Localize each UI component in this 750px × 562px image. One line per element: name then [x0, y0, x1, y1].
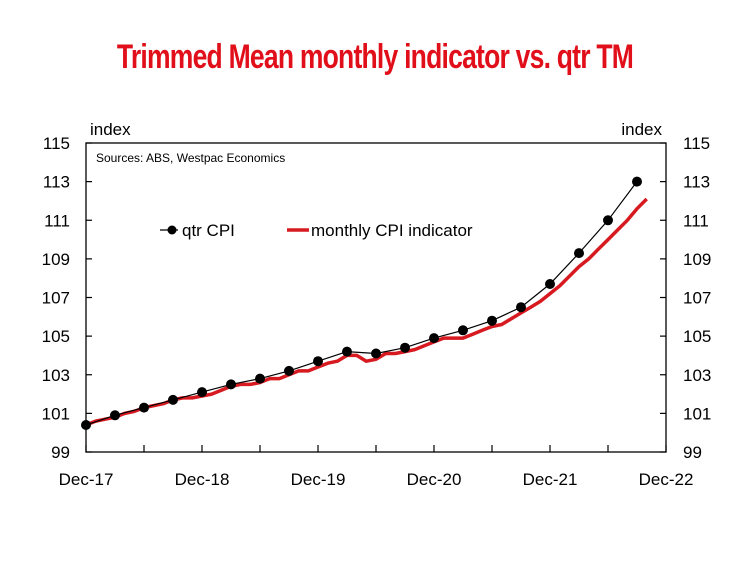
qtr-cpi-point: [168, 394, 178, 405]
qtr-cpi-point: [516, 302, 526, 313]
x-tick-label: Dec-19: [291, 470, 346, 489]
qtr-cpi-point: [139, 402, 149, 413]
y-tick-label-left: 99: [51, 443, 70, 462]
qtr-cpi-point: [284, 365, 294, 376]
qtr-cpi-point: [226, 379, 236, 390]
x-tick-label: Dec-21: [523, 470, 578, 489]
y-tick-label-right: 113: [683, 173, 710, 192]
y-tick-label-right: 107: [683, 289, 711, 308]
legend-monthly-label: monthly CPI indicator: [311, 221, 473, 240]
y-tick-label-left: 109: [42, 250, 70, 269]
x-tick-label: Dec-17: [59, 470, 114, 489]
x-tick-label: Dec-20: [407, 470, 462, 489]
y-tick-label-left: 115: [43, 134, 70, 153]
legend-qtr-label: qtr CPI: [182, 221, 235, 240]
y-unit-left: index: [90, 120, 131, 139]
qtr-cpi-point: [632, 176, 642, 187]
qtr-cpi-point: [313, 356, 323, 367]
legend-qtr-marker: [167, 225, 177, 235]
qtr-cpi-point: [110, 410, 120, 421]
chart-axes: [85, 142, 667, 453]
legend: qtr CPI monthly CPI indicator: [160, 221, 473, 240]
series-layer: [81, 176, 648, 430]
qtr-cpi-point: [400, 342, 410, 353]
y-tick-label-left: 113: [43, 173, 70, 192]
plot-frame: [85, 142, 667, 453]
qtr-cpi-point: [197, 387, 207, 398]
y-tick-label-right: 101: [683, 404, 711, 423]
qtr-cpi-point: [458, 325, 468, 336]
y-tick-label-left: 103: [42, 366, 70, 385]
y-tick-label-right: 99: [683, 443, 702, 462]
y-tick-label-right: 103: [683, 366, 711, 385]
y-tick-label-left: 101: [42, 404, 70, 423]
x-tick-label: Dec-22: [639, 470, 694, 489]
source-note: Sources: ABS, Westpac Economics: [96, 151, 285, 165]
qtr-cpi-point: [429, 333, 439, 344]
qtr-cpi-point: [81, 420, 91, 430]
y-tick-label-right: 109: [683, 250, 711, 269]
qtr-cpi-point: [603, 215, 613, 226]
qtr-cpi-point: [545, 279, 555, 289]
qtr-cpi-point: [487, 315, 497, 326]
y-tick-label-right: 111: [683, 211, 709, 230]
y-tick-label-left: 105: [42, 327, 70, 346]
y-tick-label-right: 115: [683, 134, 710, 153]
y-tick-label-right: 105: [683, 327, 711, 346]
y-unit-right: index: [621, 120, 662, 139]
series-qtr-cpi-line: [85, 181, 638, 426]
y-tick-label-left: 111: [44, 211, 70, 230]
x-tick-label: Dec-18: [175, 470, 230, 489]
y-tick-label-left: 107: [42, 289, 70, 308]
tick-labels: 99 99 101 101 103 103 105 105 107 107 109 109 111 111…: [42, 134, 712, 489]
qtr-cpi-point: [255, 373, 265, 384]
qtr-cpi-point: [574, 248, 584, 259]
qtr-cpi-point: [342, 346, 352, 357]
qtr-cpi-point: [371, 348, 381, 359]
chart-title: Trimmed Mean monthly indicator vs. qtr T…: [116, 38, 634, 76]
